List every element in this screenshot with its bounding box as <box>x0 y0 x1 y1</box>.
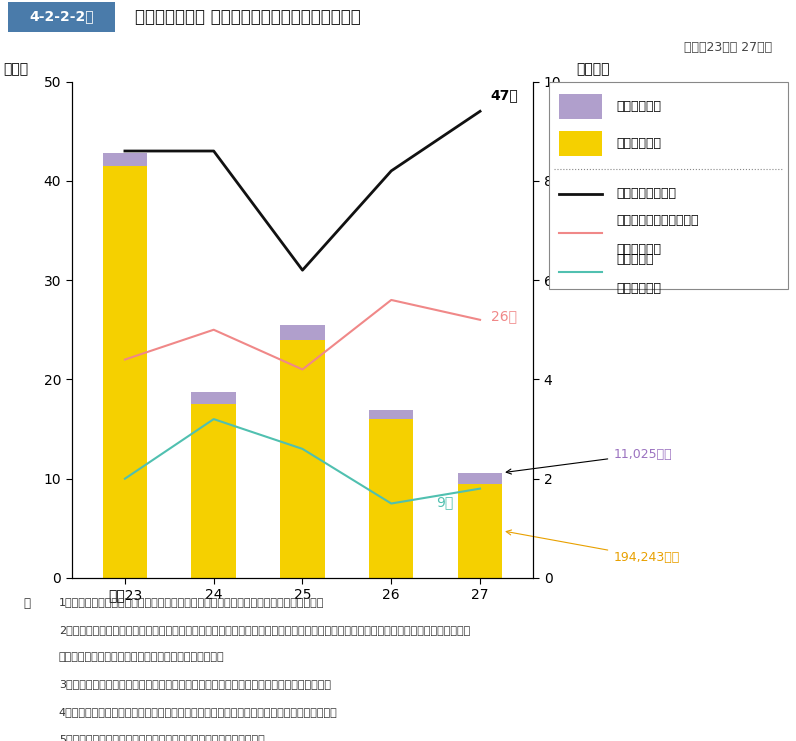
FancyBboxPatch shape <box>549 82 788 289</box>
Text: （件）: （件） <box>4 62 29 76</box>
Text: 追徴（金額）: 追徴（金額） <box>616 137 661 150</box>
Text: 2　「総数」は，麻薬特例法５条（業として行う不法輸入等），６条（薬物犯罪収益等隐匿），７条（薬物犯罪収益等収受）及び９条（あ: 2 「総数」は，麻薬特例法５条（業として行う不法輸入等），６条（薬物犯罪収益等隐… <box>59 625 470 634</box>
Text: （検挙件数）: （検挙件数） <box>616 243 661 256</box>
Text: 5　外国通貨は，判決日現在の為替レートで日本円に換算している。: 5 外国通貨は，判決日現在の為替レートで日本円に換算している。 <box>59 734 264 741</box>
Text: （平成23年～ 27年）: （平成23年～ 27年） <box>684 41 772 54</box>
Bar <box>280 325 325 339</box>
Bar <box>369 411 413 419</box>
Text: 総数（検挙件数）: 総数（検挙件数） <box>616 187 676 200</box>
Bar <box>559 131 602 156</box>
Bar <box>192 405 236 578</box>
Bar <box>103 166 147 578</box>
Text: 4-2-2-2図: 4-2-2-2図 <box>29 10 94 24</box>
Bar <box>458 484 502 578</box>
Text: 麻薬特例法違反 検挙件数・没収・追徴金額の推移: 麻薬特例法違反 検挙件数・没収・追徴金額の推移 <box>135 7 361 26</box>
Text: 1　検挙件数は，内閣府の資料による。没収・追徴金額は，法務省刑事局の資料による。: 1 検挙件数は，内閣府の資料による。没収・追徴金額は，法務省刑事局の資料による。 <box>59 597 324 607</box>
Text: （億円）: （億円） <box>576 62 610 76</box>
Text: 194,243千円: 194,243千円 <box>506 530 680 564</box>
Text: 注: 注 <box>24 597 31 611</box>
Text: 隐匿・収受: 隐匿・収受 <box>616 253 654 267</box>
Text: 26件: 26件 <box>490 309 517 323</box>
Text: 没収（金額）: 没収（金額） <box>616 100 661 113</box>
Bar <box>559 94 602 119</box>
Bar <box>369 419 413 578</box>
Bar <box>458 473 502 484</box>
Text: 4　共犯者に重複して言い渡された没収・追徴は，重複部分を控除した金額を計上している。: 4 共犯者に重複して言い渡された没収・追徴は，重複部分を控除した金額を計上してい… <box>59 707 338 717</box>
Text: 業として行う不法輸入等: 業として行う不法輸入等 <box>616 214 699 227</box>
Bar <box>8 1 115 32</box>
Text: （検挙件数）: （検挙件数） <box>616 282 661 296</box>
Text: 11,025千円: 11,025千円 <box>506 448 672 474</box>
Text: おり又は唠し）の各違反の検挙件数の合計である。: おり又は唠し）の各違反の検挙件数の合計である。 <box>59 652 224 662</box>
Bar <box>192 392 236 405</box>
Text: 3　「没収」及び「追徴」は，第一婉における金額の合計であり，千円未満切捨てである。: 3 「没収」及び「追徴」は，第一婉における金額の合計であり，千円未満切捨てである… <box>59 679 331 689</box>
Bar <box>103 153 147 166</box>
Text: 9件: 9件 <box>435 496 453 510</box>
Bar <box>280 339 325 578</box>
Text: 47件: 47件 <box>490 88 518 102</box>
